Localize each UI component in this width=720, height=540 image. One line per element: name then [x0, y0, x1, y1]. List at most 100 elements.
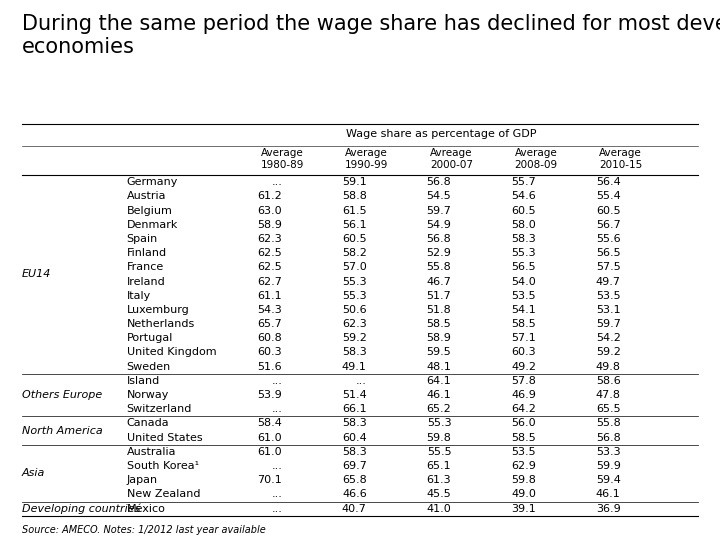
Text: 62.3: 62.3	[342, 319, 366, 329]
Text: Japan: Japan	[127, 475, 158, 485]
Text: 56.0: 56.0	[511, 418, 536, 428]
Text: Developing countries: Developing countries	[22, 504, 140, 514]
Text: 56.4: 56.4	[596, 177, 621, 187]
Text: 60.5: 60.5	[511, 206, 536, 215]
Text: 63.0: 63.0	[258, 206, 282, 215]
Text: 65.7: 65.7	[258, 319, 282, 329]
Text: 53.3: 53.3	[596, 447, 621, 457]
Text: 54.2: 54.2	[595, 333, 621, 343]
Text: 62.9: 62.9	[511, 461, 536, 471]
Text: 57.0: 57.0	[342, 262, 366, 272]
Text: 53.5: 53.5	[511, 447, 536, 457]
Text: ...: ...	[271, 177, 282, 187]
Text: 55.3: 55.3	[342, 291, 366, 301]
Text: 46.9: 46.9	[511, 390, 536, 400]
Text: 54.9: 54.9	[426, 220, 451, 229]
Text: New Zealand: New Zealand	[127, 489, 200, 500]
Text: 64.1: 64.1	[427, 376, 451, 386]
Text: 56.8: 56.8	[427, 177, 451, 187]
Text: México: México	[127, 504, 166, 514]
Text: Wage share as percentage of GDP: Wage share as percentage of GDP	[346, 129, 536, 139]
Text: 55.3: 55.3	[342, 276, 366, 287]
Text: Island: Island	[127, 376, 160, 386]
Text: 53.9: 53.9	[258, 390, 282, 400]
Text: Belgium: Belgium	[127, 206, 172, 215]
Text: 54.5: 54.5	[427, 191, 451, 201]
Text: 58.4: 58.4	[257, 418, 282, 428]
Text: 59.8: 59.8	[511, 475, 536, 485]
Text: 55.3: 55.3	[427, 418, 451, 428]
Text: Portugal: Portugal	[127, 333, 173, 343]
Text: Germany: Germany	[127, 177, 178, 187]
Text: 50.6: 50.6	[342, 305, 366, 315]
Text: United States: United States	[127, 433, 202, 443]
Text: 62.5: 62.5	[258, 262, 282, 272]
Text: 41.0: 41.0	[427, 504, 451, 514]
Text: 49.0: 49.0	[511, 489, 536, 500]
Text: 58.9: 58.9	[426, 333, 451, 343]
Text: During the same period the wage share has declined for most developed
economies: During the same period the wage share ha…	[22, 14, 720, 57]
Text: ...: ...	[271, 404, 282, 414]
Text: 69.7: 69.7	[342, 461, 366, 471]
Text: ...: ...	[271, 504, 282, 514]
Text: 59.1: 59.1	[342, 177, 366, 187]
Text: Australia: Australia	[127, 447, 176, 457]
Text: 49.7: 49.7	[595, 276, 621, 287]
Text: 56.7: 56.7	[596, 220, 621, 229]
Text: North America: North America	[22, 426, 102, 436]
Text: 62.3: 62.3	[258, 234, 282, 244]
Text: 60.8: 60.8	[258, 333, 282, 343]
Text: Netherlands: Netherlands	[127, 319, 194, 329]
Text: Average
2010-15: Average 2010-15	[599, 148, 642, 170]
Text: 57.1: 57.1	[511, 333, 536, 343]
Text: Italy: Italy	[127, 291, 150, 301]
Text: 58.3: 58.3	[342, 348, 366, 357]
Text: Finland: Finland	[127, 248, 166, 258]
Text: 55.8: 55.8	[596, 418, 621, 428]
Text: 59.7: 59.7	[595, 319, 621, 329]
Text: 51.7: 51.7	[427, 291, 451, 301]
Text: Average
2008-09: Average 2008-09	[514, 148, 557, 170]
Text: 64.2: 64.2	[511, 404, 536, 414]
Text: 59.8: 59.8	[426, 433, 451, 443]
Text: 65.1: 65.1	[427, 461, 451, 471]
Text: United Kingdom: United Kingdom	[127, 348, 216, 357]
Text: 52.9: 52.9	[426, 248, 451, 258]
Text: 40.7: 40.7	[342, 504, 366, 514]
Text: 58.5: 58.5	[511, 433, 536, 443]
Text: 59.4: 59.4	[595, 475, 621, 485]
Text: 51.4: 51.4	[342, 390, 366, 400]
Text: 49.1: 49.1	[342, 362, 366, 372]
Text: 55.3: 55.3	[511, 248, 536, 258]
Text: 55.7: 55.7	[511, 177, 536, 187]
Text: 58.2: 58.2	[342, 248, 366, 258]
Text: 61.3: 61.3	[427, 475, 451, 485]
Text: 55.5: 55.5	[427, 447, 451, 457]
Text: 61.5: 61.5	[342, 206, 366, 215]
Text: 53.5: 53.5	[596, 291, 621, 301]
Text: 57.5: 57.5	[596, 262, 621, 272]
Text: 59.9: 59.9	[595, 461, 621, 471]
Text: 60.5: 60.5	[342, 234, 366, 244]
Text: 51.6: 51.6	[258, 362, 282, 372]
Text: 55.8: 55.8	[427, 262, 451, 272]
Text: Average
1980-89: Average 1980-89	[261, 148, 304, 170]
Text: 60.5: 60.5	[596, 206, 621, 215]
Text: 60.4: 60.4	[342, 433, 366, 443]
Text: 58.6: 58.6	[596, 376, 621, 386]
Text: Luxemburg: Luxemburg	[127, 305, 189, 315]
Text: 58.9: 58.9	[257, 220, 282, 229]
Text: ...: ...	[271, 461, 282, 471]
Text: Norway: Norway	[127, 390, 169, 400]
Text: 45.5: 45.5	[427, 489, 451, 500]
Text: 53.1: 53.1	[596, 305, 621, 315]
Text: Average
1990-99: Average 1990-99	[345, 148, 389, 170]
Text: Spain: Spain	[127, 234, 158, 244]
Text: South Korea¹: South Korea¹	[127, 461, 199, 471]
Text: 61.0: 61.0	[258, 447, 282, 457]
Text: Asia: Asia	[22, 468, 45, 478]
Text: 55.6: 55.6	[596, 234, 621, 244]
Text: 59.5: 59.5	[427, 348, 451, 357]
Text: 53.5: 53.5	[511, 291, 536, 301]
Text: 54.3: 54.3	[258, 305, 282, 315]
